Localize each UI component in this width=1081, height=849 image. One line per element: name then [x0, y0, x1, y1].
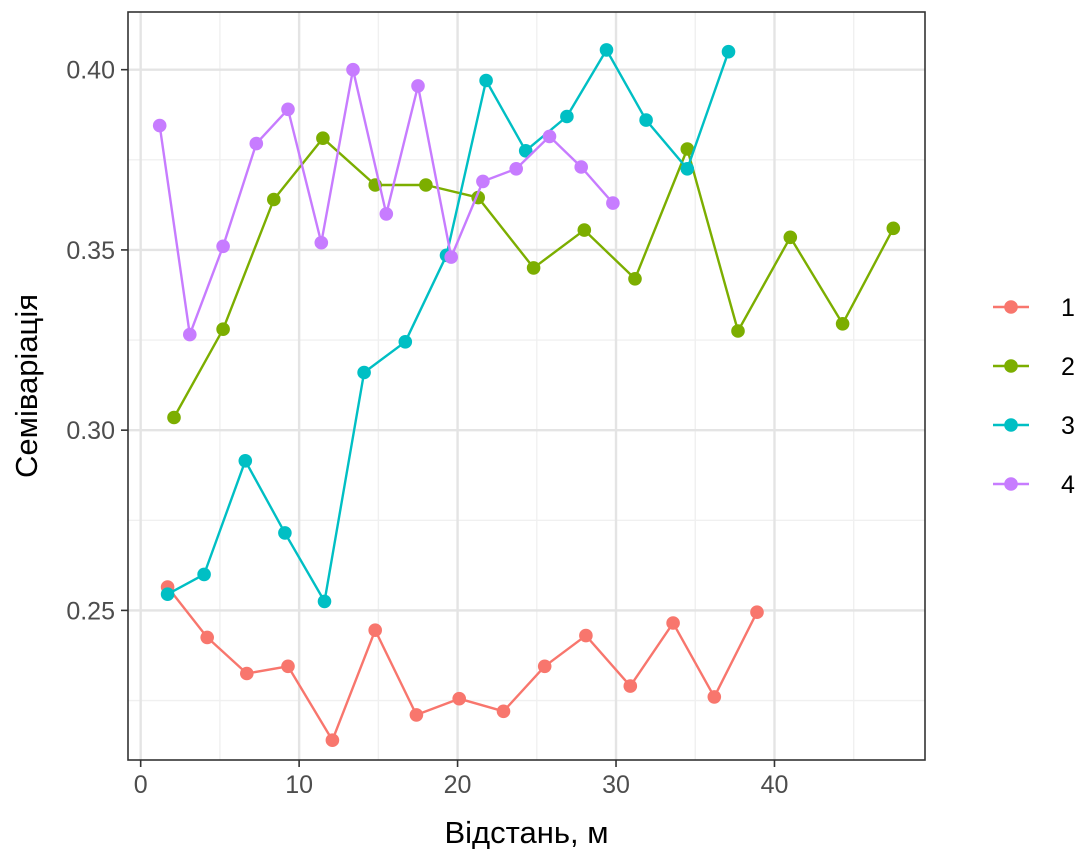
data-point-4 [476, 174, 490, 189]
data-point-4 [183, 327, 197, 342]
legend: 1 2 3 4 [993, 294, 1075, 499]
data-point-4 [574, 160, 588, 174]
data-point-2 [731, 324, 745, 338]
data-point-1 [496, 704, 511, 719]
data-point-4 [411, 79, 425, 93]
data-point-2 [835, 317, 850, 331]
data-point-1 [325, 733, 340, 747]
data-point-3 [398, 335, 413, 349]
legend-label: 2 [1061, 353, 1075, 381]
data-point-3 [599, 43, 614, 57]
data-point-1 [623, 679, 638, 693]
data-point-4 [216, 239, 230, 254]
legend-key-point [1004, 418, 1018, 432]
y-tick-label: 0.30 [66, 417, 115, 445]
y-axis-ticks: 0.25 0.30 0.35 0.40 [66, 57, 128, 625]
data-point-1 [666, 616, 680, 630]
y-tick-label: 0.40 [66, 57, 115, 85]
data-point-3 [278, 526, 292, 540]
x-tick-label: 0 [134, 771, 148, 799]
series-4 [152, 62, 620, 342]
data-point-3 [317, 594, 332, 609]
data-point-2 [680, 142, 695, 156]
data-point-2 [419, 178, 433, 192]
data-point-4 [152, 118, 167, 133]
legend-item-1: 1 [993, 294, 1075, 322]
data-point-2 [526, 261, 541, 275]
data-point-1 [452, 691, 467, 706]
y-tick-label: 0.25 [66, 597, 115, 625]
legend-key-point [1004, 300, 1018, 314]
grid-minor [128, 12, 925, 760]
x-axis-title: Відстань, м [444, 815, 608, 849]
legend-label: 4 [1061, 471, 1075, 499]
data-point-2 [886, 221, 901, 236]
data-point-4 [542, 129, 557, 144]
data-point-3 [680, 162, 695, 176]
data-point-3 [560, 109, 574, 124]
x-tick-label: 20 [444, 771, 472, 799]
data-point-3 [238, 454, 253, 468]
data-point-3 [479, 73, 493, 88]
legend-item-3: 3 [993, 412, 1075, 440]
x-tick-label: 10 [285, 771, 313, 799]
data-point-3 [160, 587, 175, 601]
series-layer [152, 43, 901, 747]
panel-border [127, 11, 926, 761]
data-point-1 [281, 659, 295, 674]
data-point-4 [444, 250, 459, 264]
data-point-1 [368, 623, 383, 637]
legend-key-point [1004, 477, 1018, 491]
data-point-2 [577, 223, 592, 237]
series-2 [167, 131, 901, 425]
data-point-1 [579, 628, 593, 643]
data-point-4 [379, 207, 394, 221]
data-point-1 [537, 659, 552, 674]
legend-item-2: 2 [993, 353, 1075, 381]
data-point-2 [216, 322, 230, 337]
data-point-3 [721, 44, 736, 59]
y-tick-label: 0.35 [66, 237, 115, 265]
x-tick-label: 40 [761, 771, 789, 799]
legend-item-4: 4 [993, 471, 1075, 499]
y-axis-title: Семіваріація [9, 294, 44, 478]
data-point-3 [197, 567, 211, 582]
legend-key-point [1004, 359, 1018, 373]
x-tick-label: 30 [602, 771, 630, 799]
data-point-1 [707, 690, 722, 704]
legend-label: 3 [1061, 412, 1075, 440]
data-point-3 [518, 144, 533, 158]
data-point-2 [167, 410, 181, 425]
data-point-2 [783, 230, 798, 245]
x-axis-ticks: 0 10 20 30 40 [134, 760, 789, 799]
data-point-2 [628, 272, 642, 286]
data-point-4 [346, 62, 360, 77]
data-point-2 [267, 192, 281, 207]
data-point-4 [509, 162, 523, 176]
grid-major [128, 12, 925, 760]
data-point-4 [314, 235, 329, 250]
data-point-1 [409, 708, 424, 722]
data-point-3 [639, 113, 653, 127]
data-point-2 [316, 131, 330, 145]
data-point-3 [357, 365, 371, 380]
data-point-1 [240, 666, 254, 681]
data-point-4 [249, 136, 264, 151]
data-point-4 [281, 102, 295, 117]
series-1 [160, 580, 764, 747]
legend-label: 1 [1061, 294, 1075, 322]
data-point-1 [750, 605, 764, 619]
data-point-4 [606, 196, 620, 210]
data-point-1 [200, 630, 214, 645]
